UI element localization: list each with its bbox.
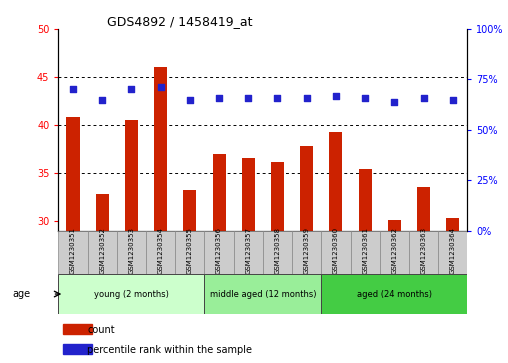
FancyBboxPatch shape bbox=[234, 231, 263, 274]
Bar bbox=[417, 187, 430, 231]
Bar bbox=[154, 68, 167, 231]
Text: GSM1230358: GSM1230358 bbox=[274, 227, 280, 274]
FancyBboxPatch shape bbox=[204, 274, 321, 314]
FancyBboxPatch shape bbox=[438, 231, 467, 274]
Text: middle aged (12 months): middle aged (12 months) bbox=[210, 290, 316, 298]
Point bbox=[449, 97, 457, 102]
Point bbox=[390, 99, 398, 105]
FancyBboxPatch shape bbox=[175, 231, 204, 274]
FancyBboxPatch shape bbox=[146, 231, 175, 274]
Point bbox=[303, 95, 311, 101]
Text: GSM1230359: GSM1230359 bbox=[304, 227, 310, 274]
Bar bbox=[446, 218, 459, 231]
Text: GSM1230364: GSM1230364 bbox=[450, 227, 456, 274]
Point bbox=[128, 86, 136, 92]
Text: count: count bbox=[87, 325, 115, 335]
Text: young (2 months): young (2 months) bbox=[94, 290, 169, 298]
Text: GSM1230353: GSM1230353 bbox=[129, 227, 135, 274]
Text: GSM1230354: GSM1230354 bbox=[157, 227, 164, 274]
FancyBboxPatch shape bbox=[88, 231, 117, 274]
FancyBboxPatch shape bbox=[292, 231, 321, 274]
FancyBboxPatch shape bbox=[409, 231, 438, 274]
Bar bbox=[212, 154, 226, 231]
FancyBboxPatch shape bbox=[58, 231, 88, 274]
Text: percentile rank within the sample: percentile rank within the sample bbox=[87, 345, 252, 355]
Bar bbox=[242, 158, 255, 231]
Text: GSM1230352: GSM1230352 bbox=[99, 227, 105, 274]
Point bbox=[98, 97, 106, 102]
Point bbox=[69, 86, 77, 92]
FancyBboxPatch shape bbox=[321, 231, 351, 274]
FancyBboxPatch shape bbox=[117, 231, 146, 274]
Text: GSM1230357: GSM1230357 bbox=[245, 227, 251, 274]
Text: GDS4892 / 1458419_at: GDS4892 / 1458419_at bbox=[108, 15, 253, 28]
Text: age: age bbox=[13, 289, 31, 299]
FancyBboxPatch shape bbox=[58, 274, 204, 314]
Bar bbox=[271, 162, 284, 231]
Bar bbox=[62, 324, 92, 334]
Bar bbox=[388, 220, 401, 231]
Point bbox=[156, 85, 165, 90]
Text: GSM1230360: GSM1230360 bbox=[333, 227, 339, 274]
Bar bbox=[62, 344, 92, 354]
FancyBboxPatch shape bbox=[263, 231, 292, 274]
Text: aged (24 months): aged (24 months) bbox=[357, 290, 432, 298]
FancyBboxPatch shape bbox=[380, 231, 409, 274]
Bar bbox=[359, 169, 372, 231]
Bar bbox=[125, 120, 138, 231]
Text: GSM1230362: GSM1230362 bbox=[391, 227, 397, 274]
Bar bbox=[329, 132, 342, 231]
Bar bbox=[67, 117, 80, 231]
Point bbox=[273, 95, 281, 101]
FancyBboxPatch shape bbox=[321, 274, 467, 314]
FancyBboxPatch shape bbox=[204, 231, 234, 274]
Text: GSM1230363: GSM1230363 bbox=[421, 227, 427, 274]
FancyBboxPatch shape bbox=[351, 231, 380, 274]
Text: GSM1230351: GSM1230351 bbox=[70, 227, 76, 274]
Point bbox=[361, 95, 369, 101]
Bar bbox=[183, 190, 197, 231]
Point bbox=[244, 95, 252, 101]
Text: GSM1230355: GSM1230355 bbox=[187, 227, 193, 274]
Bar bbox=[96, 194, 109, 231]
Bar bbox=[300, 146, 313, 231]
Text: GSM1230361: GSM1230361 bbox=[362, 227, 368, 274]
Text: GSM1230356: GSM1230356 bbox=[216, 227, 222, 274]
Point bbox=[215, 95, 223, 101]
Point bbox=[186, 97, 194, 102]
Point bbox=[332, 93, 340, 98]
Point bbox=[420, 95, 428, 101]
